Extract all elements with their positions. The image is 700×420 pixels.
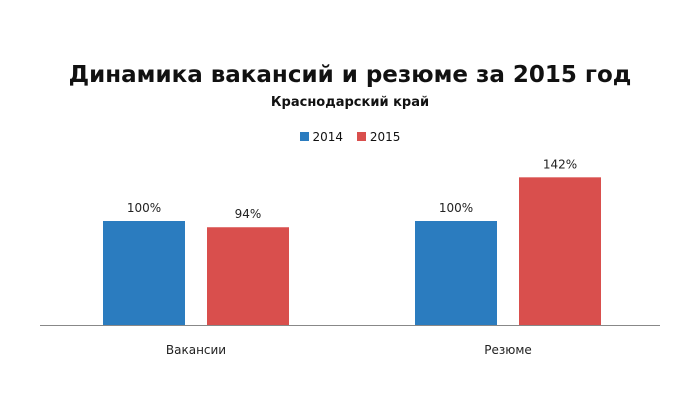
bar-2015-1 bbox=[519, 177, 601, 325]
bar-2014-0 bbox=[103, 221, 185, 325]
legend-label: 2014 bbox=[312, 130, 344, 144]
data-label: 100% bbox=[439, 201, 473, 215]
data-label: 142% bbox=[543, 157, 577, 171]
category-label: Резюме bbox=[484, 343, 532, 357]
bar-2014-1 bbox=[415, 221, 497, 325]
legend-label: 2015 bbox=[369, 130, 401, 144]
chart-subtitle: Краснодарский край bbox=[270, 95, 430, 110]
legend-item-2015: 2015 bbox=[356, 130, 401, 144]
chart-title: Динамика вакансий и резюме за 2015 год bbox=[68, 62, 632, 88]
bar-2015-0 bbox=[207, 227, 289, 325]
data-label: 94% bbox=[235, 207, 262, 221]
legend-item-2014: 2014 bbox=[299, 130, 344, 144]
data-label: 100% bbox=[127, 201, 161, 215]
legend-swatch bbox=[299, 132, 309, 141]
legend: 2014 2015 bbox=[0, 130, 700, 144]
legend-swatch bbox=[356, 132, 366, 141]
category-label: Вакансии bbox=[166, 343, 226, 357]
